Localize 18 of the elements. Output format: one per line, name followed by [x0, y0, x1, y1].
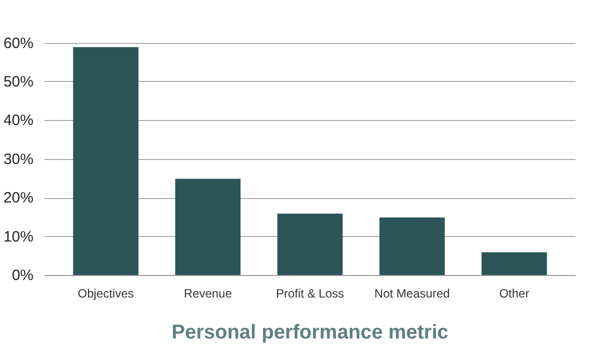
bar — [175, 178, 241, 276]
x-tick-label: Other — [499, 286, 530, 300]
bar — [482, 252, 547, 276]
y-tick-label: 50% — [3, 73, 34, 90]
x-tick-label: Not Measured — [374, 286, 450, 300]
y-tick-label: 30% — [3, 150, 34, 168]
y-tick-label: 20% — [3, 190, 34, 207]
bar — [277, 214, 343, 276]
x-axis-title: Personal performance metric — [172, 322, 448, 344]
bar — [379, 217, 445, 276]
x-tick-label: Revenue — [184, 286, 232, 300]
y-tick-label: 60% — [3, 34, 34, 52]
x-tick-label: Profit & Loss — [276, 286, 344, 300]
y-tick-label: 40% — [3, 112, 34, 130]
x-tick-label: Objectives — [78, 286, 134, 300]
y-tick-label: 0% — [12, 267, 34, 284]
bar — [73, 47, 138, 276]
y-tick-label: 10% — [3, 228, 34, 246]
